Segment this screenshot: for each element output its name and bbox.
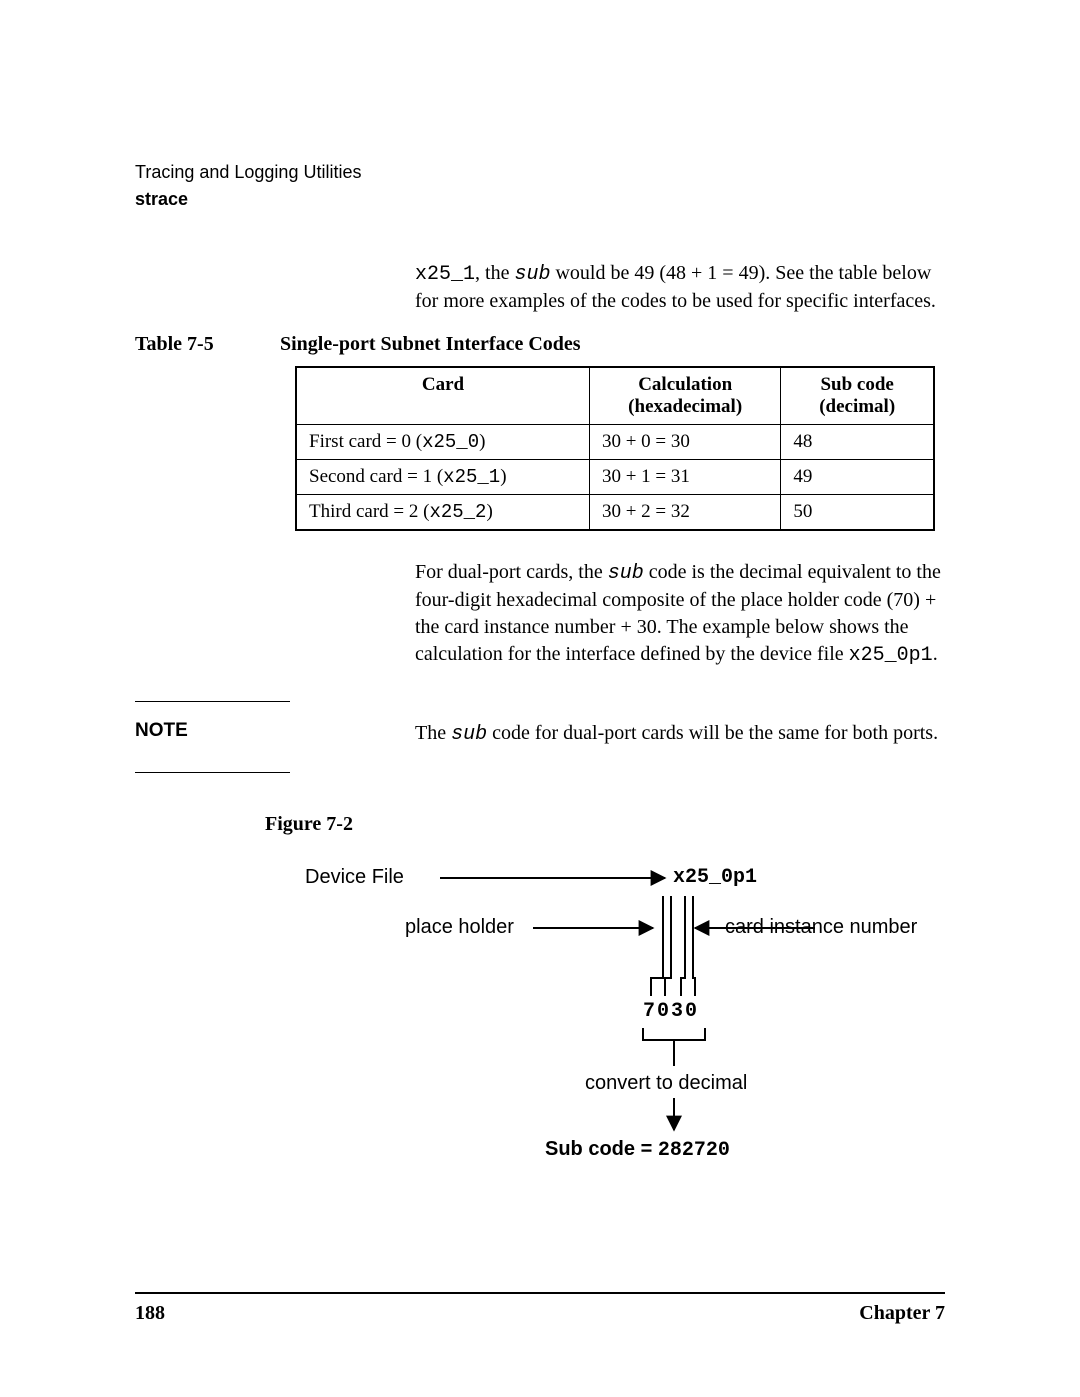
note-text: The sub code for dual-port cards will be… [415, 720, 945, 748]
figure-diagram: Device File x25_0p1 place holder card in… [265, 848, 945, 1178]
chapter-label: Chapter 7 [859, 1302, 945, 1325]
note-rule-bottom [135, 772, 290, 773]
cell-calc: 30 + 0 = 30 [589, 425, 780, 460]
cell-sub: 49 [781, 460, 934, 495]
table-row: Second card = 1 (x25_1) 30 + 1 = 31 49 [296, 460, 934, 495]
p2-t1: For dual-port cards, the [415, 561, 608, 583]
table-header-row: Card Calculation (hexadecimal) Sub code … [296, 367, 934, 425]
th-sub: Sub code (decimal) [781, 367, 934, 425]
convert-label: convert to decimal [585, 1072, 747, 1095]
cell-card-text: Third card = 2 ( [309, 501, 429, 522]
p2-t3: . [933, 643, 938, 665]
intro-paragraph: x25_1, the sub would be 49 (48 + 1 = 49)… [415, 260, 945, 315]
diagram-svg [265, 848, 945, 1178]
note-sub: sub [451, 723, 487, 746]
figure-caption: Figure 7-2 [265, 813, 945, 836]
note-label: NOTE [135, 720, 415, 748]
cell-card-code: x25_2 [429, 501, 486, 523]
running-header: Tracing and Logging Utilities strace [135, 160, 945, 212]
cell-card-code: x25_1 [443, 466, 500, 488]
cell-card-text: First card = 0 ( [309, 431, 422, 452]
th-sub-l2: (decimal) [819, 396, 895, 417]
table-row: First card = 0 (x25_0) 30 + 0 = 30 48 [296, 425, 934, 460]
note-rule-top [135, 701, 290, 702]
dualport-paragraph: For dual-port cards, the sub code is the… [415, 559, 945, 669]
table-label: Table 7-5 [135, 333, 275, 356]
running-header-line1: Tracing and Logging Utilities [135, 160, 945, 185]
table-caption: Table 7-5 Single-port Subnet Interface C… [135, 333, 945, 356]
cell-calc: 30 + 2 = 32 [589, 495, 780, 531]
running-header-line2: strace [135, 187, 945, 212]
th-sub-l1: Sub code [820, 374, 893, 395]
th-calc-l2: (hexadecimal) [628, 396, 742, 417]
page-number: 188 [135, 1302, 165, 1325]
place-holder-label: place holder [405, 916, 514, 939]
cell-card: Third card = 2 (x25_2) [296, 495, 589, 531]
note-t2: code for dual-port cards will be the sam… [487, 722, 938, 744]
table-row: Third card = 2 (x25_2) 30 + 2 = 32 50 [296, 495, 934, 531]
cell-sub: 48 [781, 425, 934, 460]
th-calc-l1: Calculation [638, 374, 732, 395]
intro-text-1: , the [475, 262, 514, 284]
cell-card: Second card = 1 (x25_1) [296, 460, 589, 495]
cell-card-tail: ) [486, 501, 492, 522]
card-instance-label: card instance number [725, 916, 917, 939]
cell-card-tail: ) [479, 431, 485, 452]
th-card: Card [296, 367, 589, 425]
intro-sub-word: sub [514, 263, 550, 286]
codes-table: Card Calculation (hexadecimal) Sub code … [295, 366, 935, 531]
table-title: Single-port Subnet Interface Codes [280, 333, 581, 355]
subcode-prefix: Sub code = [545, 1138, 658, 1160]
note-block: NOTE The sub code for dual-port cards wi… [135, 701, 945, 773]
footer-rule [135, 1292, 945, 1294]
cell-card-text: Second card = 1 ( [309, 466, 443, 487]
note-t1: The [415, 722, 451, 744]
composite-value: 7030 [643, 1000, 699, 1023]
p2-sub: sub [608, 562, 644, 585]
cell-card-code: x25_0 [422, 431, 479, 453]
intro-code: x25_1 [415, 263, 475, 286]
cell-calc: 30 + 1 = 31 [589, 460, 780, 495]
cell-card-tail: ) [500, 466, 506, 487]
subcode-value: 282720 [658, 1139, 730, 1162]
device-file-label: Device File [305, 866, 404, 889]
page-footer: 188 Chapter 7 [135, 1302, 945, 1325]
cell-card: First card = 0 (x25_0) [296, 425, 589, 460]
device-file-value: x25_0p1 [673, 866, 757, 889]
th-card-l1: Card [422, 374, 464, 395]
p2-dev: x25_0p1 [849, 644, 933, 667]
th-calc: Calculation (hexadecimal) [589, 367, 780, 425]
cell-sub: 50 [781, 495, 934, 531]
